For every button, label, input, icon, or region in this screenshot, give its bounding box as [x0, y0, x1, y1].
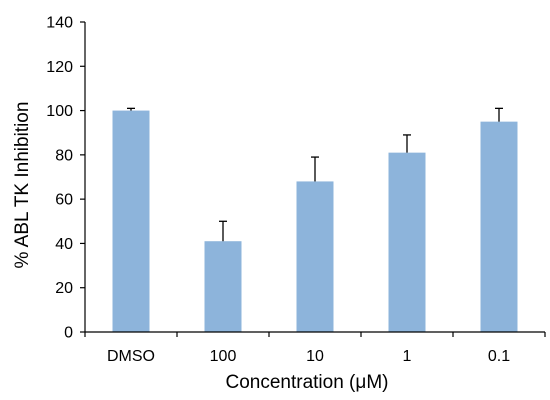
bar-DMSO — [112, 110, 150, 332]
y-axis-title: % ABL TK Inhibition — [12, 102, 33, 269]
error-bar-0.1 — [495, 107, 503, 122]
bar-10 — [296, 181, 334, 332]
y-tick-label: 20 — [55, 280, 73, 297]
bar-0.1 — [480, 121, 518, 333]
y-tick-label: 100 — [46, 103, 73, 120]
bar-1 — [388, 152, 426, 332]
y-tick-label: 80 — [55, 147, 73, 164]
x-tick-label: 10 — [306, 348, 324, 365]
x-ticks-layer: DMSO 100 10 1 0.1 — [84, 332, 546, 365]
y-ticks-layer: 0 20 40 60 80 100 120 140 — [46, 15, 85, 342]
x-tick-label: 1 — [403, 348, 412, 365]
error-bar-100 — [219, 220, 227, 242]
error-bar-1 — [403, 134, 411, 153]
error-bar-10 — [311, 156, 319, 182]
x-tick-label: 100 — [210, 348, 237, 365]
error-bar-DMSO — [127, 107, 135, 111]
y-tick-label: 40 — [55, 236, 73, 253]
y-tick-label: 60 — [55, 192, 73, 209]
x-tick-label: 0.1 — [488, 348, 510, 365]
x-tick-label: DMSO — [107, 348, 155, 365]
bars-layer — [112, 110, 518, 333]
y-tick-label: 120 — [46, 59, 73, 76]
x-axis-title: Concentration (μM) — [225, 372, 388, 393]
y-tick-label: 0 — [64, 325, 73, 342]
bar-100 — [204, 241, 242, 332]
axes-layer — [84, 22, 545, 333]
error-bars-layer — [127, 107, 503, 242]
y-tick-label: 140 — [46, 15, 73, 32]
